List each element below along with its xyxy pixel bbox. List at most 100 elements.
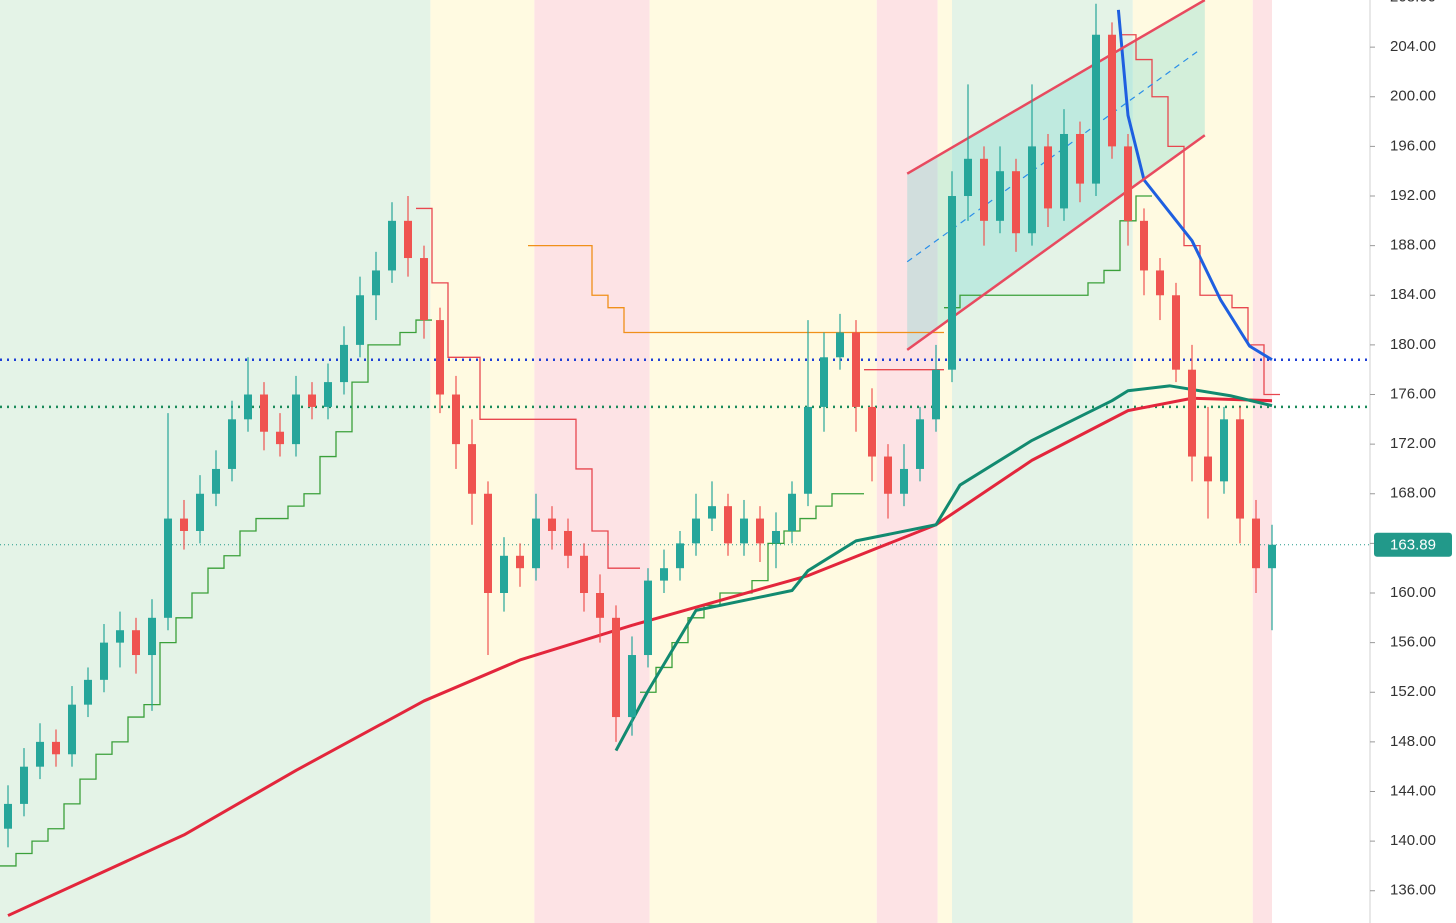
last-price-badge (1374, 532, 1452, 557)
candle-body (644, 580, 652, 656)
y-tick-label: 144.00 (1390, 782, 1436, 799)
indicator-line (1116, 9, 1273, 362)
candle-body (100, 642, 108, 680)
axis-background (1370, 0, 1456, 923)
indicator-line (906, 134, 1206, 351)
y-tick-label: 148.00 (1390, 733, 1436, 750)
candle-body (196, 493, 204, 531)
candle-body (52, 741, 60, 755)
candle-body (244, 394, 252, 420)
regime-band (1132, 0, 1253, 923)
candle-body (804, 406, 812, 494)
candle-body (1028, 146, 1036, 234)
last-price-label: 163.89 (1390, 537, 1436, 554)
regime-band (0, 0, 431, 923)
trailing-stop-line (0, 195, 1152, 867)
candle-body (756, 518, 764, 544)
candle-body (516, 555, 524, 569)
y-tick-label: 188.00 (1390, 237, 1436, 254)
y-tick-label: 208.00 (1390, 0, 1436, 5)
channel-fill (907, 0, 1205, 350)
candle-body (228, 419, 236, 469)
candle-body (468, 444, 476, 494)
candle-body (148, 617, 156, 656)
y-tick-label: 140.00 (1390, 832, 1436, 849)
candle-body (868, 406, 876, 457)
candle-body (932, 369, 940, 420)
regime-band (1252, 0, 1272, 923)
candle-body (852, 332, 860, 407)
candle-body (1172, 295, 1180, 370)
regime-band (952, 0, 1133, 923)
candle-body (724, 506, 732, 544)
candle-body (628, 655, 636, 718)
candle-body (36, 741, 44, 767)
candle-body (388, 220, 396, 271)
candle-body (676, 543, 684, 569)
regime-band (430, 0, 535, 923)
indicator-line (7, 396, 1273, 917)
candle-body (612, 617, 620, 718)
candle-body (708, 506, 716, 519)
candle-body (1108, 34, 1116, 147)
candle-body (548, 518, 556, 531)
candle-body (884, 456, 892, 494)
candle-body (404, 220, 412, 259)
candle-body (1012, 171, 1020, 234)
candle-body (980, 158, 988, 221)
candle-body (436, 320, 444, 395)
candle-body (836, 332, 844, 358)
candle-body (916, 419, 924, 469)
y-tick-label: 200.00 (1390, 88, 1436, 105)
y-tick-label: 204.00 (1390, 38, 1436, 55)
candle-body (1060, 133, 1068, 209)
y-tick-label: 192.00 (1390, 187, 1436, 204)
y-tick-label: 184.00 (1390, 286, 1436, 303)
candle-body (116, 630, 124, 643)
candle-body (500, 555, 508, 594)
candle-body (212, 468, 220, 494)
regime-band (534, 0, 650, 923)
candle-body (292, 394, 300, 445)
candle-body (484, 493, 492, 594)
candle-body (1188, 369, 1196, 457)
candle-body (324, 382, 332, 407)
candle-body (180, 518, 188, 531)
candle-body (1268, 544, 1276, 569)
candle-body (964, 158, 972, 197)
candle-body (564, 530, 572, 556)
y-tick-label: 172.00 (1390, 435, 1436, 452)
candle-body (1236, 419, 1244, 519)
candle-body (372, 270, 380, 296)
candle-body (996, 171, 1004, 221)
y-tick-label: 168.00 (1390, 485, 1436, 502)
candle-body (1076, 133, 1084, 184)
y-tick-label: 156.00 (1390, 634, 1436, 651)
candle-body (1044, 146, 1052, 209)
candle-body (740, 518, 748, 544)
regime-band (937, 0, 952, 923)
candle-body (900, 468, 908, 494)
candle-body (948, 196, 956, 370)
y-tick-label: 160.00 (1390, 584, 1436, 601)
candle-body (308, 394, 316, 407)
candle-body (260, 394, 268, 432)
trailing-stop-line (528, 244, 944, 334)
candle-body (596, 593, 604, 618)
y-tick-label: 176.00 (1390, 385, 1436, 402)
candle-body (820, 357, 828, 407)
candle-body (340, 344, 348, 383)
y-tick-label: 196.00 (1390, 137, 1436, 154)
candle-body (20, 766, 28, 804)
candle-body (1204, 456, 1212, 482)
candle-body (772, 530, 780, 544)
candle-body (1252, 518, 1260, 569)
candle-body (164, 518, 172, 618)
candle-body (132, 630, 140, 656)
candle-body (580, 555, 588, 594)
candle-body (788, 493, 796, 531)
y-tick-label: 152.00 (1390, 683, 1436, 700)
candle-body (420, 258, 428, 321)
candle-body (660, 568, 668, 581)
candle-body (1140, 220, 1148, 271)
